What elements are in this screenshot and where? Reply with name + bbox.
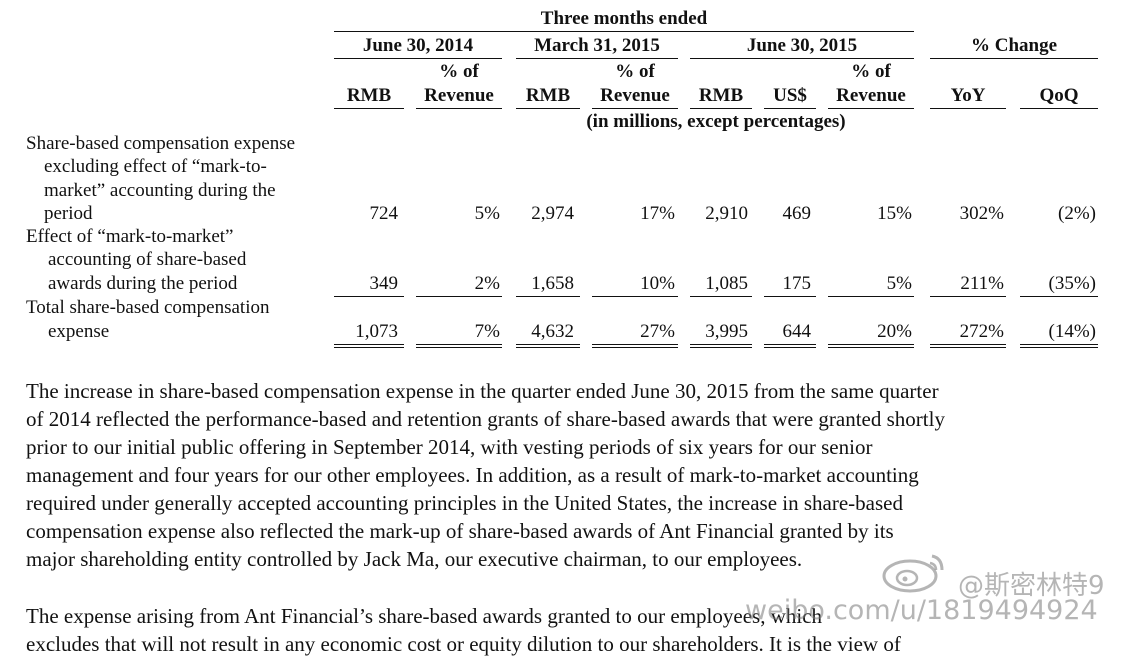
- header-rule: [334, 58, 502, 59]
- paragraph-line: prior to our initial public offering in …: [26, 435, 873, 459]
- paragraph-line: excludes that will not result in any eco…: [26, 632, 901, 656]
- subtotal-rule: [930, 296, 1006, 297]
- table-cell: 1,085: [705, 273, 748, 294]
- row-label-line: excluding effect of “mark-to-: [44, 156, 267, 177]
- subtotal-rule: [334, 296, 404, 297]
- total-double-rule: [828, 344, 914, 348]
- subtotal-rule: [764, 296, 816, 297]
- col-rmb: RMB: [346, 85, 392, 106]
- watermark-handle: @斯密林特9: [958, 571, 1105, 601]
- table-cell: (14%): [1048, 321, 1096, 342]
- total-double-rule: [516, 344, 580, 348]
- row-label-line: accounting of share-based: [48, 249, 247, 270]
- table-cell: 3,995: [705, 321, 748, 342]
- paragraph-line: required under generally accepted accoun…: [26, 491, 903, 515]
- subtotal-rule: [1020, 296, 1098, 297]
- total-double-rule: [416, 344, 502, 348]
- header-rule: [416, 108, 502, 109]
- weibo-logo-icon: [880, 548, 950, 594]
- table-cell: 1,073: [355, 321, 398, 342]
- table-cell: 724: [369, 203, 399, 224]
- table-cell: 10%: [640, 273, 675, 294]
- table-cell: 27%: [640, 321, 675, 342]
- col-group-jun-2014: June 30, 2014: [362, 35, 474, 56]
- table-cell: 2%: [474, 273, 500, 294]
- paragraph-line: management and four years for our other …: [26, 463, 919, 487]
- header-rule: [930, 108, 1006, 109]
- row-label-line: Share-based compensation expense: [26, 133, 296, 154]
- col-rmb: RMB: [525, 85, 571, 106]
- table-cell: 1,658: [531, 273, 574, 294]
- header-rule: [764, 108, 816, 109]
- col-group-mar-2015: March 31, 2015: [534, 35, 660, 56]
- col-rmb: RMB: [698, 85, 744, 106]
- subtotal-rule: [690, 296, 752, 297]
- col-pct-revenue: Revenue: [600, 85, 670, 106]
- table-cell: 4,632: [531, 321, 574, 342]
- col-group-jun-2015: June 30, 2015: [746, 35, 858, 56]
- subtotal-rule: [416, 296, 502, 297]
- table-cell: 7%: [474, 321, 500, 342]
- units-note: (in millions, except percentages): [586, 111, 846, 132]
- header-rule: [690, 58, 914, 59]
- table-cell: (35%): [1048, 273, 1096, 294]
- col-usd: US$: [773, 85, 807, 106]
- row-label-line: period: [44, 203, 93, 224]
- header-rule: [516, 108, 580, 109]
- table-cell: 2,974: [531, 203, 574, 224]
- table-cell: 20%: [877, 321, 912, 342]
- col-pct-revenue: Revenue: [424, 85, 494, 106]
- table-cell: 272%: [959, 321, 1004, 342]
- total-double-rule: [334, 344, 404, 348]
- total-double-rule: [1020, 344, 1098, 348]
- subtotal-rule: [828, 296, 914, 297]
- paragraph-line: The expense arising from Ant Financial’s…: [26, 604, 823, 628]
- col-yoy: YoY: [950, 85, 986, 106]
- header-rule: [930, 58, 1098, 59]
- table-cell: 211%: [960, 273, 1004, 294]
- table-cell: 15%: [877, 203, 912, 224]
- total-double-rule: [930, 344, 1006, 348]
- table-cell: 349: [369, 273, 399, 294]
- paragraph-line: major shareholding entity controlled by …: [26, 547, 803, 571]
- table-cell: 644: [782, 321, 812, 342]
- row-label-line: awards during the period: [48, 273, 238, 294]
- header-rule: [828, 108, 914, 109]
- table-cell: 2,910: [705, 203, 748, 224]
- row-label-line: Total share-based compensation: [26, 297, 270, 318]
- col-qoq: QoQ: [1039, 85, 1079, 106]
- body-paragraph-1: The increase in share-based compensation…: [26, 377, 1116, 573]
- pct-of-label: % of: [615, 61, 655, 82]
- total-double-rule: [690, 344, 752, 348]
- header-rule: [592, 108, 678, 109]
- row-label-line: market” accounting during the: [44, 180, 276, 201]
- table-cell: 5%: [474, 203, 500, 224]
- subtotal-rule: [516, 296, 580, 297]
- period-group-header: Three months ended: [540, 8, 708, 29]
- total-double-rule: [764, 344, 816, 348]
- header-rule: [1020, 108, 1098, 109]
- paragraph-line: compensation expense also reflected the …: [26, 519, 894, 543]
- col-group-pct-change: % Change: [970, 35, 1058, 56]
- header-rule: [516, 58, 678, 59]
- paragraph-line: of 2014 reflected the performance-based …: [26, 407, 945, 431]
- table-cell: 302%: [959, 203, 1004, 224]
- table-cell: (2%): [1058, 203, 1096, 224]
- header-rule: [334, 31, 914, 32]
- total-double-rule: [592, 344, 678, 348]
- table-cell: 469: [782, 203, 812, 224]
- pct-of-label: % of: [851, 61, 891, 82]
- header-rule: [690, 108, 752, 109]
- table-cell: 175: [782, 273, 812, 294]
- pct-of-label: % of: [439, 61, 479, 82]
- col-pct-revenue: Revenue: [836, 85, 906, 106]
- watermark-url: weibo.com/u/1819494924: [745, 595, 1098, 626]
- subtotal-rule: [592, 296, 678, 297]
- paragraph-line: The increase in share-based compensation…: [26, 379, 939, 403]
- header-rule: [334, 108, 404, 109]
- table-cell: 5%: [886, 273, 912, 294]
- row-label-line: Effect of “mark-to-market”: [26, 226, 234, 247]
- table-cell: 17%: [640, 203, 675, 224]
- row-label-line: expense: [48, 321, 110, 342]
